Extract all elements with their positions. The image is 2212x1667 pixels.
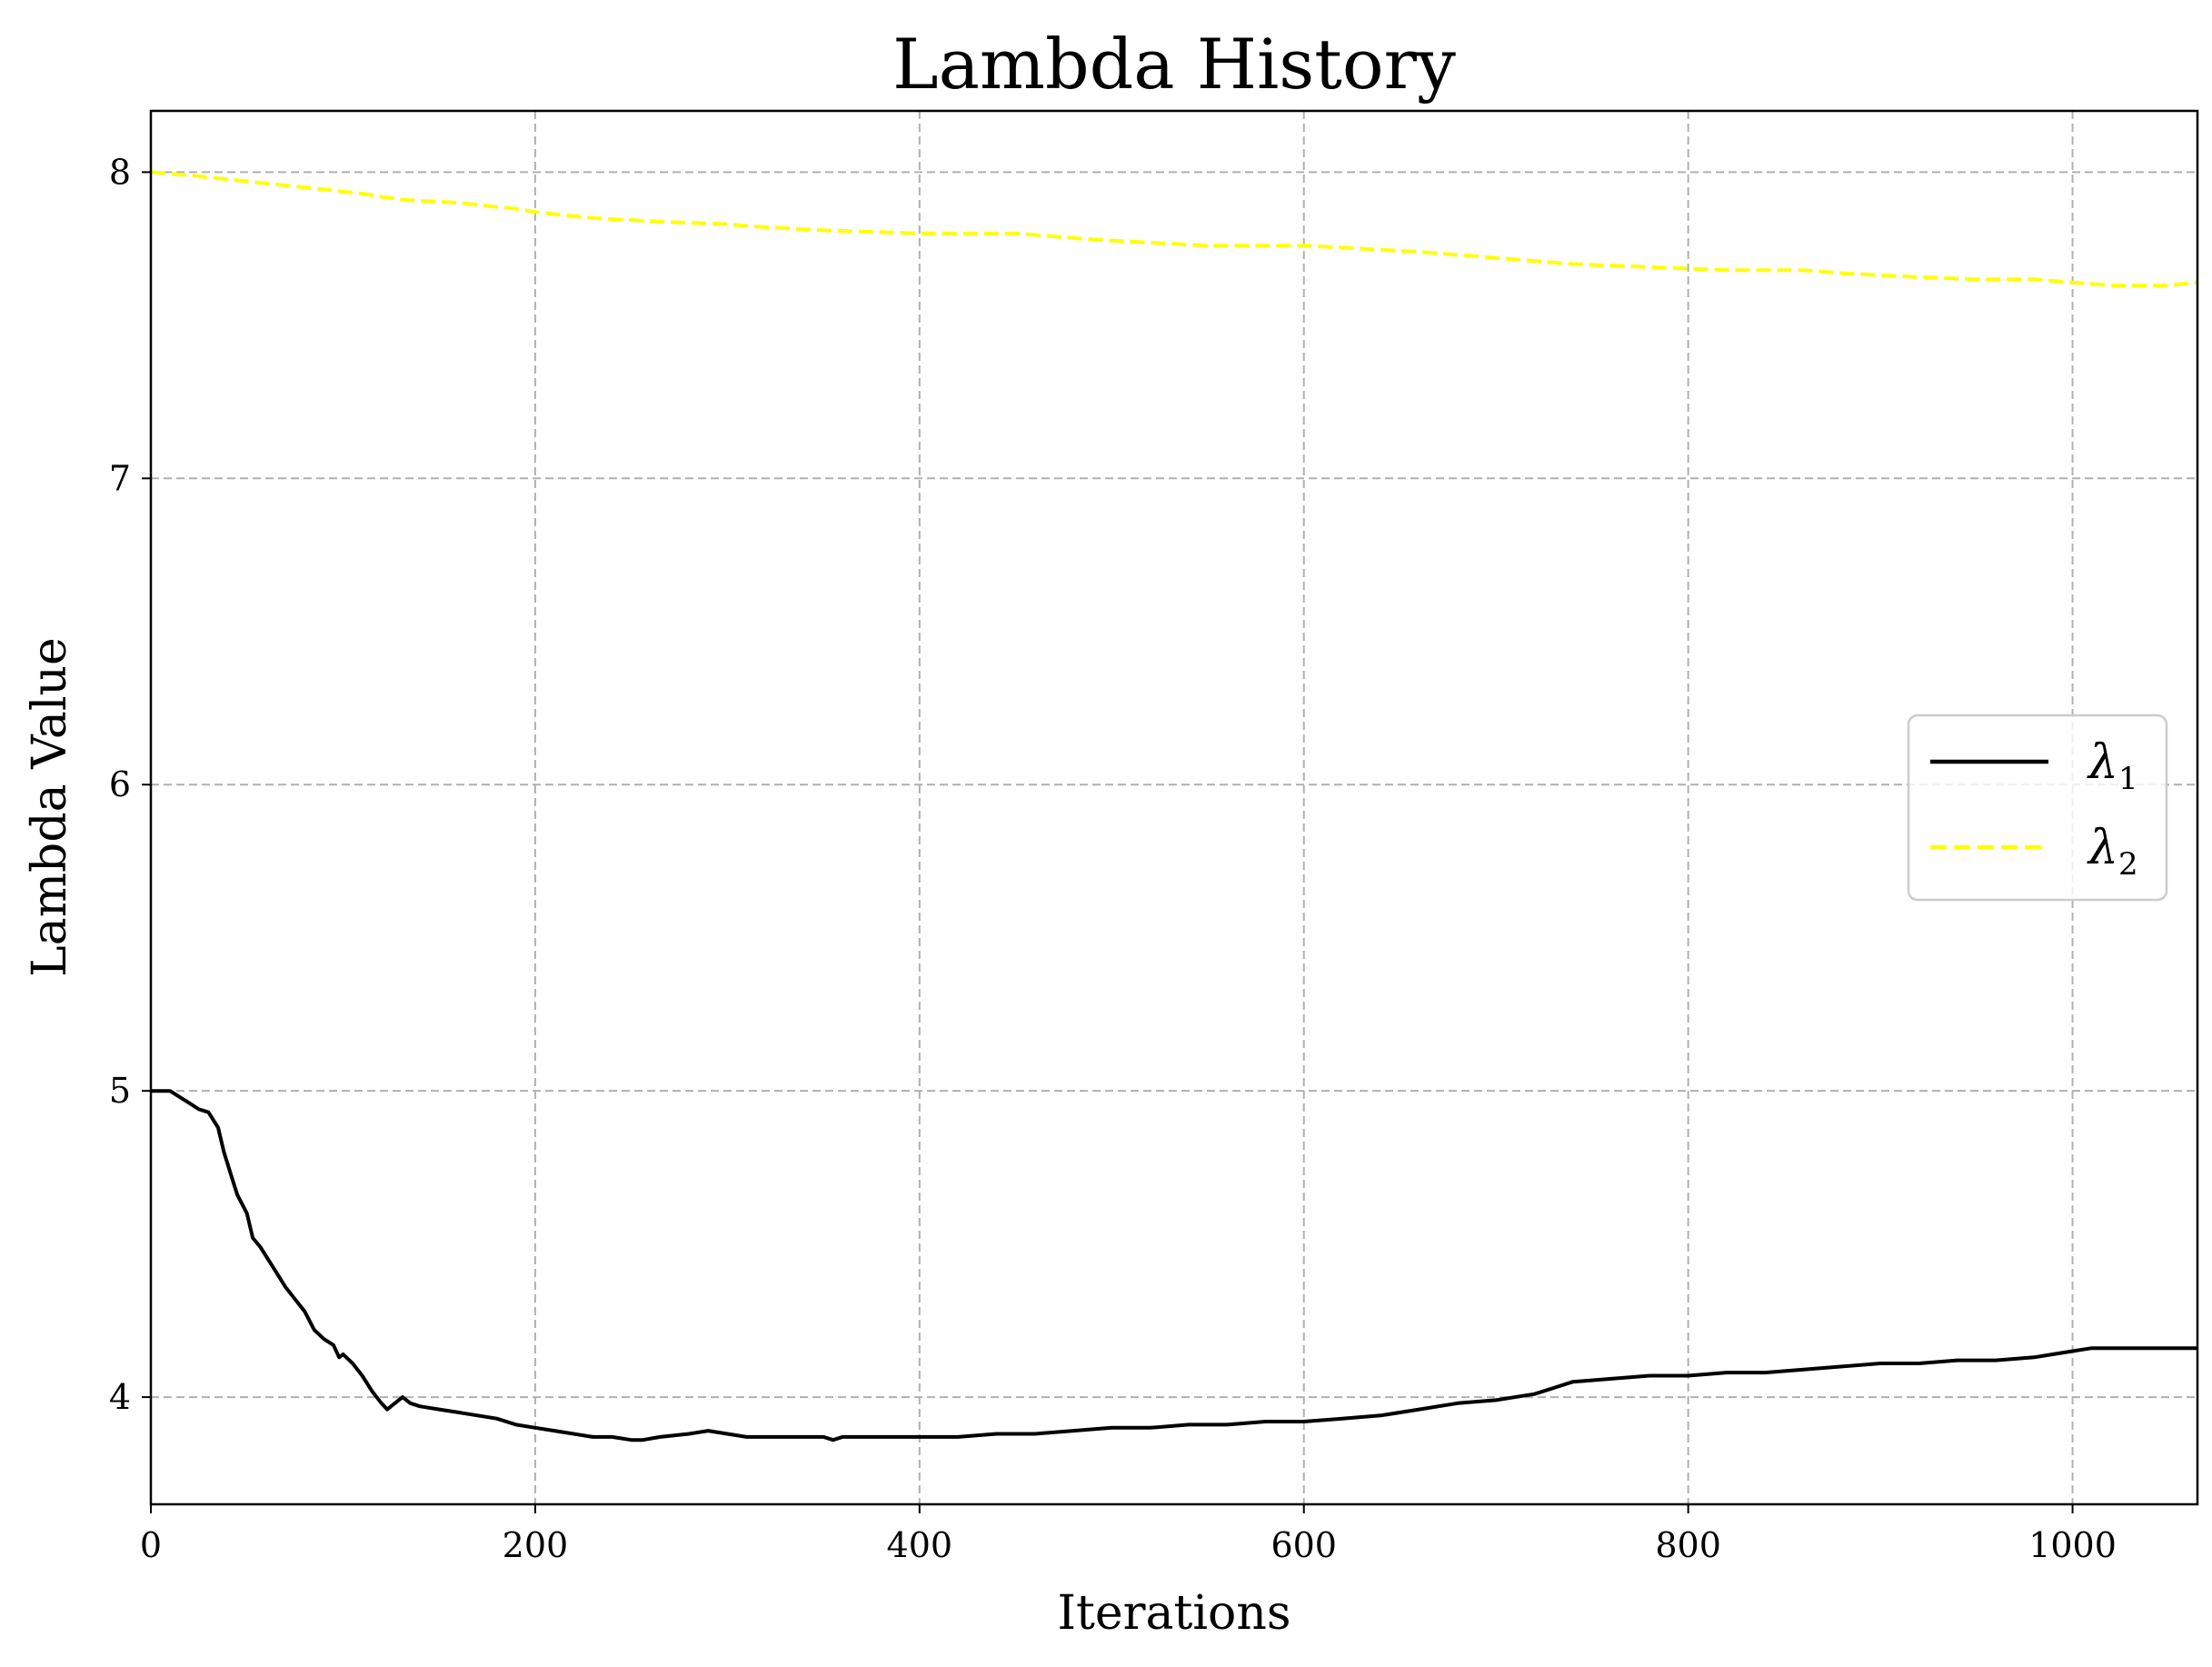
x-tick-label-600: 600 bbox=[1270, 1525, 1337, 1565]
x-tick-label-200: 200 bbox=[503, 1525, 569, 1565]
y-axis-label: Lambda Value bbox=[23, 637, 77, 977]
y-tick-label-8: 8 bbox=[109, 152, 131, 192]
y-tick-label-5: 5 bbox=[109, 1071, 131, 1111]
x-tick-label-800: 800 bbox=[1655, 1525, 1721, 1565]
y-tick-label-7: 7 bbox=[109, 458, 131, 498]
axis-ticks: 0 200 400 600 800 1000 4 5 6 7 8 bbox=[109, 152, 2117, 1565]
x-tick-label-1000: 1000 bbox=[2028, 1525, 2117, 1565]
grid-lines bbox=[151, 111, 2197, 1504]
x-axis-label: Iterations bbox=[1057, 1586, 1290, 1641]
legend-label-lambda-1: λ1 bbox=[2087, 735, 2138, 797]
x-tick-label-0: 0 bbox=[140, 1525, 162, 1565]
plot-frame bbox=[149, 109, 2199, 1506]
legend: λ1 λ2 bbox=[1907, 714, 2168, 902]
chart-title: Lambda History bbox=[892, 24, 1456, 105]
series-line-lambda-1 bbox=[151, 1089, 2197, 1442]
legend-entry-lambda-2: λ2 bbox=[1930, 821, 2138, 883]
data-series bbox=[151, 170, 2197, 1442]
x-tick-label-400: 400 bbox=[887, 1525, 953, 1565]
legend-label-lambda-2: λ2 bbox=[2087, 821, 2138, 883]
legend-entry-lambda-1: λ1 bbox=[1930, 735, 2138, 797]
y-tick-label-4: 4 bbox=[109, 1377, 131, 1417]
y-tick-label-6: 6 bbox=[109, 764, 131, 804]
